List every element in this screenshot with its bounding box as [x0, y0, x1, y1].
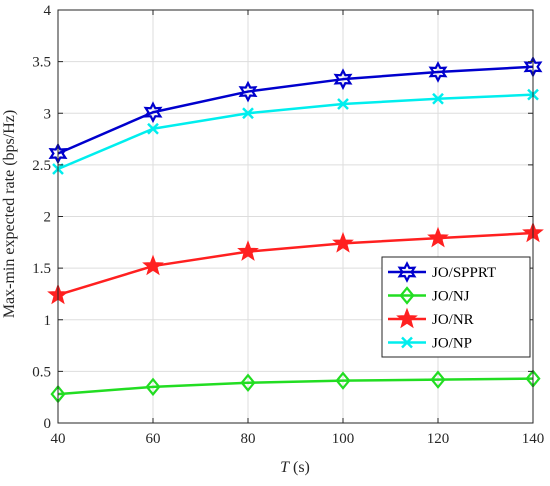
y-tick-label: 0 — [44, 416, 52, 432]
data-point-jo-nr — [142, 254, 164, 276]
data-point-jo-np — [337, 98, 349, 110]
data-point-jo-nr — [427, 226, 449, 248]
x-tick-label: 100 — [332, 431, 355, 447]
x-axis-label-unit: (s) — [289, 459, 310, 476]
x-axis-label-symbol: T — [280, 459, 290, 476]
x-marker-stroke — [432, 92, 444, 105]
x-tick-label: 40 — [51, 431, 66, 447]
data-point-jo-nr — [237, 240, 259, 261]
y-tick-label: 4 — [44, 3, 52, 19]
data-point-jo-nj — [145, 377, 161, 397]
legend: JO/SPPRT JO/NJ JO/NR JO/NP — [381, 256, 531, 358]
data-point-jo-spprt — [428, 61, 448, 83]
data-point-jo-np — [242, 107, 254, 120]
data-point-jo-nj — [335, 371, 351, 390]
data-point-jo-spprt — [333, 68, 353, 91]
y-tick-label: 0.5 — [32, 364, 51, 380]
legend-entry-jo-spprt: JO/SPPRT — [388, 261, 496, 283]
x-tick-label: 80 — [241, 431, 256, 447]
x-tick-label: 120 — [427, 431, 450, 447]
legend-marker — [397, 261, 417, 283]
tick-labels: 40 60 80 100 120 140 0 0.5 1 1.5 2 2.5 3 3.5 4 — [32, 3, 544, 447]
x-marker-stroke — [147, 122, 159, 135]
series-jo-nj — [50, 369, 541, 404]
data-point-jo-nj — [240, 373, 256, 392]
x-tick-label: 60 — [146, 431, 161, 447]
legend-marker — [396, 307, 418, 329]
y-tick-label: 3 — [44, 106, 52, 122]
series-line-jo-spprt — [57, 65, 534, 155]
series-line-jo-nj — [57, 377, 534, 396]
data-point-jo-nj — [430, 370, 446, 389]
legend-label: JO/NR — [432, 312, 474, 328]
y-tick-label: 1 — [44, 313, 52, 329]
legend-entry-jo-nr: JO/NR — [388, 307, 474, 329]
data-point-jo-spprt — [238, 80, 258, 103]
x-axis-label: T (s) — [280, 459, 310, 476]
legend-label: JO/NJ — [432, 289, 470, 305]
legend-entry-jo-np: JO/NP — [388, 336, 472, 352]
data-point-jo-np — [147, 122, 159, 135]
y-axis-label: Max-min expected rate (bps/Hz) — [1, 110, 18, 318]
legend-label: JO/NP — [432, 336, 472, 352]
x-marker-stroke — [401, 336, 413, 349]
series-line-jo-nr — [57, 231, 534, 297]
data-point-jo-spprt — [143, 101, 163, 124]
legend-entry-jo-nj: JO/NJ — [388, 286, 470, 305]
y-tick-label: 2.5 — [32, 158, 51, 174]
x-tick-label: 140 — [522, 431, 545, 447]
series-line-jo-np — [57, 93, 534, 171]
y-tick-label: 1.5 — [32, 261, 51, 277]
x-marker-stroke — [242, 107, 254, 120]
x-marker-stroke — [337, 98, 349, 110]
legend-marker — [399, 286, 415, 305]
legend-box — [381, 256, 531, 358]
legend-label: JO/SPPRT — [432, 265, 496, 281]
y-tick-label: 3.5 — [32, 55, 51, 71]
data-point-jo-nr — [332, 231, 354, 253]
data-point-jo-np — [432, 92, 444, 105]
y-tick-label: 2 — [44, 210, 52, 226]
legend-marker — [401, 336, 413, 349]
